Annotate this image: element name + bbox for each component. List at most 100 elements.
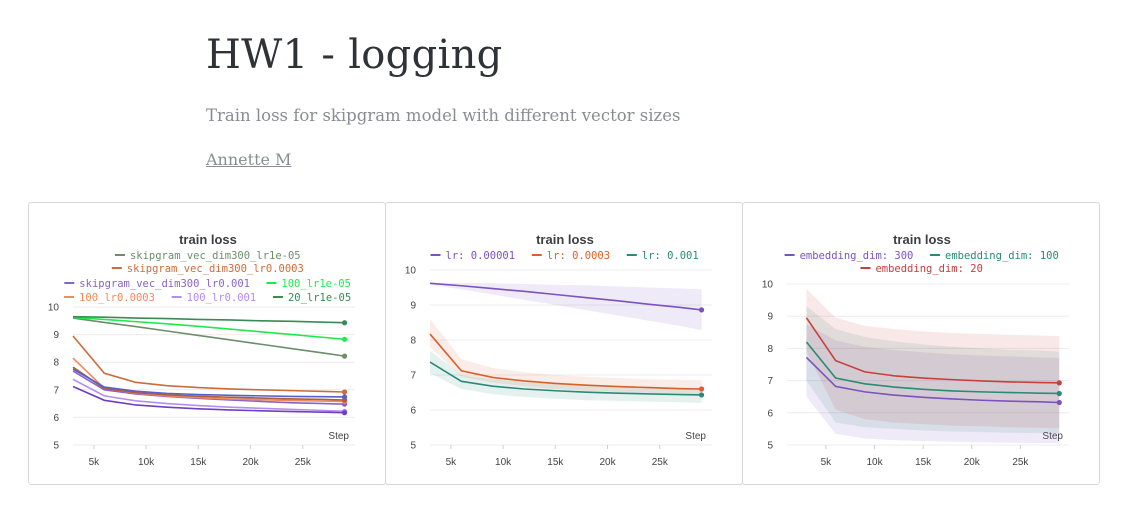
x-tick-label: 25k bbox=[652, 457, 669, 468]
legend-label[interactable]: embedding_dim: 100 bbox=[945, 250, 1059, 262]
series-band bbox=[806, 306, 1060, 434]
x-axis-label: Step bbox=[685, 431, 706, 442]
x-tick-label: 15k bbox=[547, 457, 564, 468]
chart-panel-2[interactable]: train loss lr: 0.00001 lr: 0.0003 lr: 0.001… bbox=[385, 202, 743, 485]
series-endpoint bbox=[341, 389, 348, 395]
series-line[interactable] bbox=[805, 356, 1060, 404]
y-tick-label: 6 bbox=[410, 406, 416, 417]
series-line[interactable] bbox=[429, 361, 702, 396]
legend-row: embedding_dim: 300 embedding_dim: 100 bbox=[784, 250, 1059, 262]
x-tick-label: 10k bbox=[138, 457, 155, 468]
series-band bbox=[430, 350, 702, 403]
y-tick-label: 7 bbox=[53, 385, 59, 396]
legend-row: skipgram_vec_dim300_lr0.0003 bbox=[111, 263, 304, 275]
series-band bbox=[806, 288, 1060, 429]
y-tick-label: 8 bbox=[410, 336, 416, 347]
y-tick-label: 6 bbox=[53, 413, 59, 424]
y-tick-label: 9 bbox=[53, 330, 59, 341]
legend-label[interactable]: skipgram_vec_dim300_lr0.0003 bbox=[127, 263, 304, 275]
x-tick-label: 25k bbox=[295, 457, 312, 468]
y-tick-label: 10 bbox=[762, 280, 774, 291]
x-tick-label: 20k bbox=[964, 457, 981, 468]
y-tick-label: 7 bbox=[410, 371, 416, 382]
y-tick-label: 5 bbox=[767, 441, 773, 452]
x-tick-label: 25k bbox=[1012, 457, 1029, 468]
x-tick-label: 15k bbox=[915, 457, 932, 468]
legend-label[interactable]: 20_lr1e-05 bbox=[288, 292, 351, 304]
x-tick-label: 20k bbox=[599, 457, 616, 468]
y-tick-label: 7 bbox=[767, 376, 773, 387]
series-line[interactable] bbox=[72, 317, 345, 357]
legend-row: skipgram_vec_dim300_lr0.001 100_lr1e-05 bbox=[64, 278, 351, 290]
y-tick-label: 10 bbox=[48, 303, 60, 314]
series-endpoint bbox=[341, 336, 348, 342]
legend-label[interactable]: skipgram_vec_dim300_lr0.001 bbox=[79, 278, 250, 290]
series-endpoint bbox=[341, 353, 348, 359]
legend-label[interactable]: 100_lr1e-05 bbox=[281, 278, 351, 290]
x-tick-label: 15k bbox=[190, 457, 207, 468]
series-endpoint bbox=[1056, 380, 1062, 386]
series-line[interactable] bbox=[72, 366, 345, 401]
y-tick-label: 9 bbox=[767, 312, 773, 323]
series-band bbox=[430, 319, 702, 395]
series-endpoint bbox=[698, 307, 705, 313]
y-tick-label: 9 bbox=[410, 301, 416, 312]
series-line[interactable] bbox=[72, 368, 345, 398]
x-axis-label: Step bbox=[1042, 431, 1063, 442]
chart-panel-1[interactable]: train loss skipgram_vec_dim300_lr1e-05 ski… bbox=[28, 202, 386, 485]
legend-label[interactable]: embedding_dim: 300 bbox=[800, 250, 914, 262]
series-band bbox=[430, 282, 702, 331]
chart-title: train loss bbox=[893, 232, 951, 247]
series-line[interactable] bbox=[72, 315, 345, 324]
report-title: HW1 - logging bbox=[206, 32, 503, 78]
legend-row: 100_lr0.0003 100_lr0.001 20_lr1e-05 bbox=[64, 292, 351, 304]
series-line[interactable] bbox=[805, 341, 1060, 395]
y-tick-label: 5 bbox=[53, 441, 59, 452]
series-line[interactable] bbox=[72, 378, 345, 413]
x-tick-label: 5k bbox=[821, 457, 833, 468]
series-band bbox=[806, 324, 1060, 444]
series-line[interactable] bbox=[72, 335, 345, 393]
legend-row: lr: 0.00001 lr: 0.0003 lr: 0.001 bbox=[430, 250, 699, 262]
x-axis-label: Step bbox=[328, 431, 349, 442]
report-author-link[interactable]: Annette M bbox=[206, 150, 292, 169]
series-line[interactable] bbox=[429, 282, 702, 311]
y-tick-label: 5 bbox=[410, 441, 416, 452]
legend-label[interactable]: 100_lr0.001 bbox=[187, 292, 257, 304]
legend-label[interactable]: lr: 0.0003 bbox=[547, 250, 610, 262]
series-line[interactable] bbox=[805, 317, 1060, 384]
x-tick-label: 10k bbox=[866, 457, 883, 468]
x-tick-label: 5k bbox=[446, 457, 458, 468]
series-endpoint bbox=[1056, 390, 1062, 397]
chart-panel-3[interactable]: train loss embedding_dim: 300 embedding_di… bbox=[742, 202, 1100, 485]
chart-title: train loss bbox=[536, 232, 594, 247]
series-endpoint bbox=[341, 410, 348, 416]
series-line[interactable] bbox=[72, 316, 345, 341]
y-tick-label: 8 bbox=[767, 344, 773, 355]
series-endpoint bbox=[341, 320, 348, 326]
legend-label[interactable]: 100_lr0.0003 bbox=[79, 292, 155, 304]
series-line[interactable] bbox=[429, 333, 702, 390]
series-line[interactable] bbox=[72, 370, 345, 405]
legend-label[interactable]: lr: 0.001 bbox=[642, 250, 699, 262]
series-line[interactable] bbox=[72, 385, 345, 414]
legend-label[interactable]: lr: 0.00001 bbox=[446, 250, 516, 262]
y-tick-label: 10 bbox=[405, 266, 417, 277]
series-endpoint bbox=[698, 386, 705, 392]
chart-svg: train loss lr: 0.00001 lr: 0.0003 lr: 0.001… bbox=[405, 232, 712, 468]
legend-label[interactable]: embedding_dim: 20 bbox=[875, 263, 982, 275]
chart-title: train loss bbox=[179, 232, 237, 247]
y-tick-label: 8 bbox=[53, 358, 59, 369]
series-endpoint bbox=[1056, 399, 1062, 406]
series-endpoint bbox=[341, 394, 348, 400]
report-description: Train loss for skipgram model with diffe… bbox=[206, 106, 681, 125]
legend-row: embedding_dim: 20 bbox=[860, 263, 983, 275]
series-endpoint bbox=[698, 392, 705, 398]
x-tick-label: 20k bbox=[242, 457, 259, 468]
x-tick-label: 10k bbox=[495, 457, 512, 468]
chart-svg: train loss skipgram_vec_dim300_lr1e-05ski… bbox=[48, 232, 355, 468]
legend-label[interactable]: skipgram_vec_dim300_lr1e-05 bbox=[130, 250, 301, 262]
x-tick-label: 5k bbox=[89, 457, 101, 468]
legend-row: skipgram_vec_dim300_lr1e-05 bbox=[114, 250, 301, 262]
